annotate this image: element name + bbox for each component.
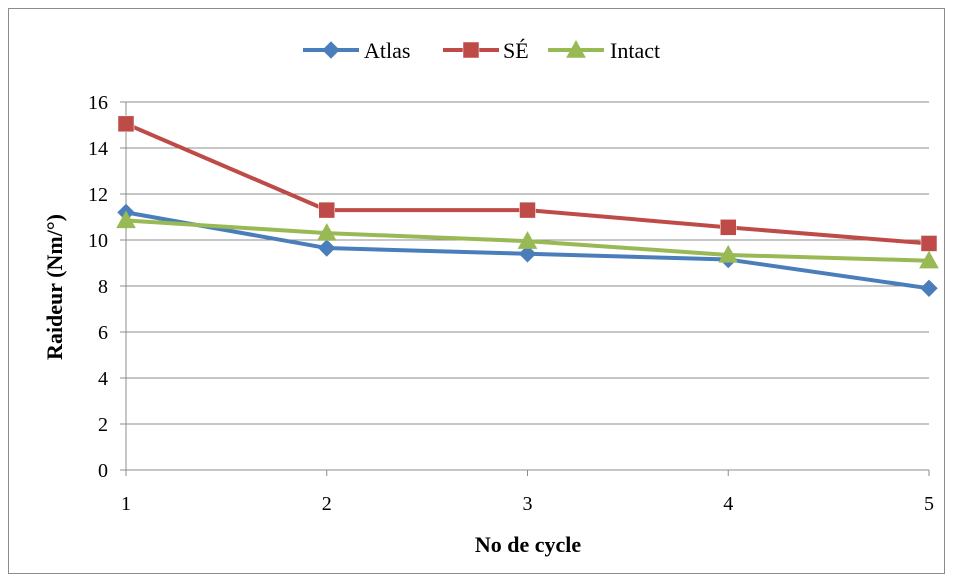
data-point [718, 244, 739, 263]
legend-marker [566, 39, 586, 58]
y-tick-labels: 0 2 4 6 8 10 12 14 16 [88, 92, 108, 482]
x-axis-title: No de cycle [475, 532, 582, 557]
y-tick-label: 16 [88, 92, 108, 114]
legend-label: SÉ [503, 38, 529, 63]
legend: Atlas SÉ Intact [303, 38, 660, 63]
axes [120, 101, 930, 476]
x-tick-label: 2 [322, 493, 332, 515]
series-sé [117, 115, 938, 252]
data-point [720, 219, 737, 236]
y-tick-label: 6 [98, 322, 108, 344]
legend-item-sé: SÉ [443, 38, 529, 63]
legend-label: Intact [610, 38, 660, 63]
y-tick-label: 0 [98, 460, 108, 482]
x-tick-label: 5 [924, 493, 934, 515]
data-point [517, 231, 538, 249]
legend-marker [462, 41, 480, 59]
y-tick-label: 14 [88, 138, 108, 160]
y-tick-label: 8 [98, 276, 108, 298]
data-point [919, 250, 939, 269]
data-point [318, 201, 335, 219]
series-intact [116, 210, 939, 269]
x-tick-label: 4 [723, 493, 733, 515]
x-tick-label: 3 [523, 493, 533, 515]
y-tick-label: 2 [98, 414, 108, 436]
data-point [117, 115, 135, 133]
legend-item-intact: Intact [548, 38, 660, 63]
legend-marker [322, 41, 340, 59]
data-point [920, 235, 938, 252]
y-tick-label: 12 [88, 184, 108, 206]
data-point [519, 201, 536, 219]
x-tick-labels: 1 2 3 4 5 [121, 493, 934, 515]
legend-label: Atlas [364, 38, 410, 63]
y-tick-label: 4 [98, 368, 108, 390]
data-point [318, 239, 336, 257]
data-point [518, 245, 537, 263]
y-axis-title: Raideur (Nm/°) [42, 214, 67, 360]
x-tick-label: 1 [121, 493, 131, 515]
data-point [316, 223, 337, 241]
data-point [116, 210, 136, 229]
y-tick-label: 10 [88, 230, 108, 252]
legend-item-atlas: Atlas [303, 38, 410, 63]
data-point [920, 279, 938, 298]
series-layer [116, 115, 939, 298]
gridlines [126, 101, 929, 425]
series-line [125, 122, 930, 246]
